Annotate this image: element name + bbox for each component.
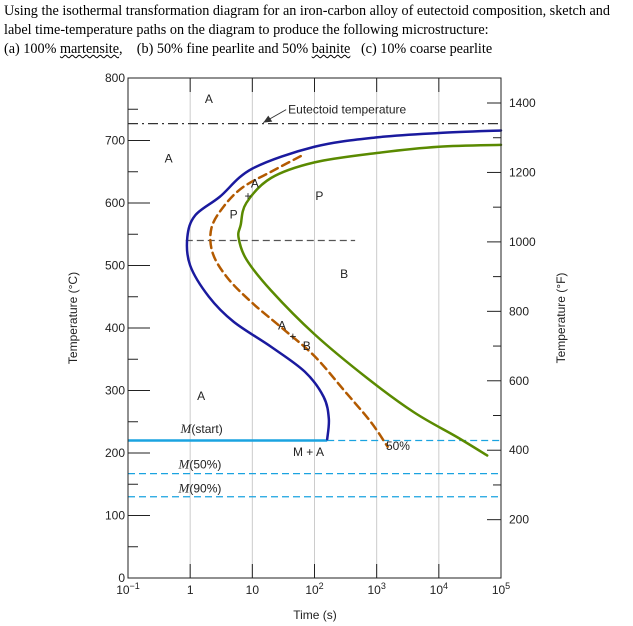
region-label: A — [165, 151, 173, 165]
m90-label: M(90%) — [178, 480, 222, 495]
region-label: M + A — [293, 445, 324, 459]
y-axis-label-left: Temperature (°C) — [66, 272, 80, 364]
y-tick-label-left: 500 — [105, 259, 125, 273]
x-tick-label: 102 — [305, 581, 323, 597]
eutectoid-arrow-head — [263, 115, 273, 123]
axis-ticks — [127, 77, 502, 579]
curves — [185, 129, 503, 457]
region-label: P — [315, 189, 323, 203]
question-text: Using the isothermal transformation diag… — [4, 2, 629, 59]
y-tick-label-left: 0 — [118, 571, 125, 585]
y-tick-label-right: 1000 — [509, 235, 536, 249]
part-c: (c) 10% coarse pearlite — [360, 41, 493, 57]
grid-lines — [189, 78, 440, 578]
region-label: + — [289, 330, 296, 344]
y-tick-label-left: 200 — [105, 446, 125, 460]
y-tick-label-left: 300 — [105, 384, 125, 398]
part-a-word: martensite — [59, 41, 120, 57]
y-tick-label-left: 100 — [105, 509, 125, 523]
y-tick-label-right: 400 — [509, 443, 529, 457]
fifty-percent-curve — [209, 154, 389, 448]
question-line-2: label time-temperature paths on the diag… — [4, 22, 489, 38]
y-tick-label-left: 400 — [105, 321, 125, 335]
y-tick-label-right: 200 — [509, 513, 529, 527]
region-label: + — [244, 189, 251, 203]
region-label: A — [251, 176, 259, 190]
transformation-start-curve — [185, 129, 503, 441]
part-a-prefix: (a) 100% — [4, 41, 60, 57]
x-tick-label: 105 — [492, 581, 510, 597]
region-label: B — [303, 339, 311, 353]
x-tick-label: 103 — [367, 581, 385, 597]
question-line-1: Using the isothermal transformation diag… — [4, 3, 610, 19]
y-tick-label-right: 800 — [509, 304, 529, 318]
y-tick-label-left: 600 — [105, 196, 125, 210]
transformation-finish-curve — [237, 143, 503, 457]
m50-label: M(50%) — [178, 457, 222, 472]
region-label: A — [278, 318, 286, 332]
y-tick-label-right: 600 — [509, 374, 529, 388]
question-line-3: (a) 100% martensite, (b) 50% fine pearli… — [4, 40, 629, 59]
part-b-prefix: (b) 50% fine pearlite and 50% — [136, 41, 312, 57]
region-label: A — [197, 389, 205, 403]
reference-lines — [128, 109, 501, 498]
part-a-suffix: , — [119, 41, 123, 57]
region-label: 50% — [386, 439, 410, 453]
eutectoid-label: Eutectoid temperature — [288, 103, 406, 117]
y-tick-label-right: 1200 — [509, 165, 536, 179]
x-axis-label: Time (s) — [293, 608, 337, 622]
y-axis-label-right: Temperature (°F) — [554, 273, 568, 364]
region-label: B — [340, 267, 348, 281]
region-label: P — [230, 208, 238, 222]
x-tick-label: 1 — [187, 583, 194, 597]
ms-start-label: M(start) — [180, 421, 223, 436]
y-tick-label-right: 1400 — [509, 96, 536, 110]
y-tick-label-left: 700 — [105, 134, 125, 148]
annotations: 10−1 1 10 102 103 104 105010020030040050060070… — [105, 71, 536, 597]
y-tick-label-left: 800 — [105, 71, 125, 85]
region-label: A — [205, 92, 213, 106]
x-tick-label: 104 — [430, 581, 448, 597]
x-tick-label: 10 — [246, 583, 260, 597]
part-b-word: bainite — [311, 41, 351, 57]
